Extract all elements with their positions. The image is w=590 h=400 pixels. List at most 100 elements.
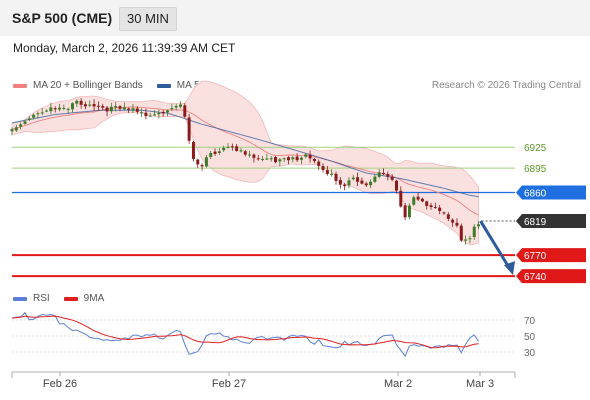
candle [226, 143, 230, 149]
candlestick-layer [10, 98, 481, 245]
candle [308, 150, 312, 163]
candle [135, 106, 139, 115]
candle [83, 101, 87, 110]
candle [40, 108, 44, 115]
candle [53, 106, 57, 113]
candle [66, 107, 70, 114]
candle [49, 102, 53, 114]
candle [88, 100, 92, 108]
candle [407, 203, 411, 220]
candle [442, 211, 446, 215]
candle [230, 143, 234, 151]
candle [330, 169, 334, 177]
ma20-line [11, 106, 479, 216]
ma50-swatch [156, 83, 171, 88]
rsi-tick-70: 70 [524, 316, 536, 327]
candle [459, 223, 463, 242]
candle [161, 109, 165, 117]
projection-arrowhead [504, 261, 515, 276]
candle [429, 202, 433, 210]
level-label-6860: 6860 [524, 189, 547, 200]
candle [213, 148, 217, 156]
candle [269, 156, 273, 162]
candle [235, 143, 239, 152]
rsi-legend: RSI 9MA [13, 293, 118, 304]
candle [256, 155, 260, 161]
candle [464, 235, 468, 245]
candle [321, 163, 325, 173]
timeframe-button[interactable]: 30 MIN [119, 7, 177, 31]
candle [105, 105, 109, 117]
candle [19, 122, 23, 130]
candle [101, 103, 105, 111]
candle [148, 112, 152, 117]
candle [356, 172, 360, 187]
level-tag-6740 [516, 269, 586, 284]
rsi-line [11, 311, 480, 358]
x-tick-label: Feb 26 [43, 378, 77, 390]
candle [451, 218, 455, 227]
level-label-layer: 6925 6895 6860 6819 6770 6740 [516, 143, 586, 284]
candle [282, 157, 286, 162]
candle [178, 101, 182, 109]
legend-ma50: MA 50 [156, 80, 206, 91]
candle [248, 150, 252, 158]
candle [394, 179, 398, 194]
candle [45, 109, 49, 113]
candle [62, 104, 66, 111]
candle [75, 99, 79, 108]
candle [23, 120, 27, 125]
copyright-note: Research © 2026 Trading Central [431, 80, 581, 91]
candle [312, 158, 316, 164]
candle [477, 220, 481, 230]
candle [187, 113, 191, 144]
legend-bollinger-label: MA 20 + Bollinger Bands [33, 80, 143, 91]
candle [425, 200, 429, 210]
legend-ma50-label: MA 50 [176, 80, 206, 91]
bollinger-band-layer [11, 80, 479, 246]
level-label-6770: 6770 [524, 251, 547, 262]
candle [338, 177, 342, 189]
candle [166, 109, 170, 117]
legend-9ma-label: 9MA [83, 293, 105, 304]
candle [299, 156, 303, 165]
candle [222, 145, 226, 152]
candle [174, 103, 178, 111]
candle [252, 153, 256, 163]
candle [196, 158, 200, 168]
ma9-swatch [63, 296, 78, 301]
candle [420, 197, 424, 203]
candle [373, 174, 377, 184]
candle [412, 195, 416, 206]
x-tick-label: Mar 2 [384, 378, 412, 390]
candle [239, 147, 243, 153]
candle [343, 182, 347, 191]
candle [114, 101, 118, 112]
candle [382, 168, 386, 176]
candle [325, 166, 329, 176]
candle [295, 153, 299, 162]
candle [286, 155, 290, 165]
candle [386, 171, 390, 181]
rsi-tick-50: 50 [524, 332, 536, 343]
candle [291, 155, 295, 163]
candle [433, 202, 437, 209]
candle [243, 149, 247, 157]
candle [390, 174, 394, 182]
chart-datetime: Monday, March 2, 2026 11:39:39 AM CET [13, 41, 236, 55]
candle [399, 186, 403, 208]
level-label-6895: 6895 [524, 164, 547, 175]
candle [118, 105, 122, 112]
candle [204, 154, 208, 168]
rsi-panel: 70 50 30 [11, 311, 536, 359]
level-label-6740: 6740 [524, 272, 547, 283]
candle [360, 177, 364, 185]
candle [70, 102, 74, 113]
candle [131, 104, 135, 113]
candle [416, 192, 420, 202]
header-bar [0, 0, 590, 36]
candle [438, 204, 442, 215]
price-legend: MA 20 + Bollinger Bands MA 50 [13, 80, 219, 91]
legend-bollinger: MA 20 + Bollinger Bands [13, 80, 143, 91]
